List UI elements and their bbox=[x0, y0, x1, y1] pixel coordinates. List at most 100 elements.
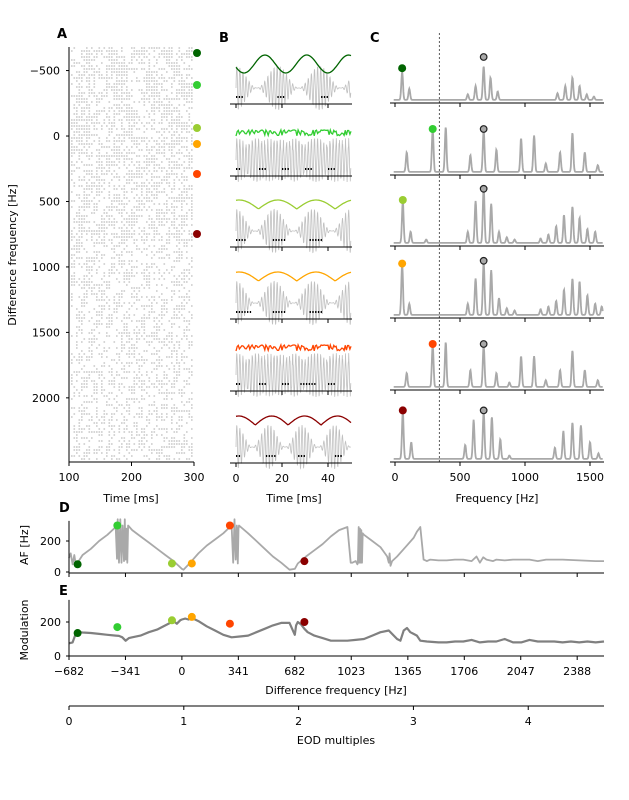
b-spike bbox=[314, 383, 316, 385]
b-spike bbox=[317, 311, 320, 313]
c-x-tick-label: 1500 bbox=[576, 471, 604, 484]
c-spectrum-line bbox=[393, 411, 603, 460]
b-spike bbox=[275, 311, 277, 313]
b-spike bbox=[259, 168, 261, 170]
panel-e-y-tick-label: 200 bbox=[40, 616, 61, 629]
b-spike bbox=[340, 455, 342, 457]
panel-label-c: C bbox=[370, 31, 380, 46]
spike-raster bbox=[71, 47, 193, 460]
b-spike bbox=[241, 311, 243, 313]
c-row bbox=[390, 176, 604, 250]
raster-marker bbox=[193, 230, 201, 238]
b-row bbox=[230, 199, 352, 254]
panel-e-x-tick-label: 0 bbox=[178, 665, 185, 678]
panel-d-marker bbox=[300, 557, 309, 566]
b-spike bbox=[287, 168, 289, 170]
b-x-tick-label: 20 bbox=[275, 472, 289, 485]
b-signal-trace bbox=[235, 424, 351, 470]
eod-tick-label: 4 bbox=[525, 715, 532, 728]
b-spike bbox=[311, 383, 313, 385]
panel-d-marker bbox=[187, 559, 196, 568]
e-y-label: Modulation bbox=[18, 599, 31, 660]
b-spike bbox=[300, 383, 302, 385]
a-y-tick-label: −500 bbox=[30, 65, 60, 78]
b-spike bbox=[309, 311, 311, 313]
b-spike bbox=[315, 239, 317, 241]
b-envelope-line bbox=[235, 342, 352, 353]
panel-e-marker bbox=[167, 616, 176, 625]
b-spike bbox=[236, 383, 238, 385]
panel-e-marker bbox=[300, 618, 309, 626]
e-x-label: Difference frequency [Hz] bbox=[265, 684, 407, 697]
eod-tick-label: 2 bbox=[295, 715, 302, 728]
b-spike bbox=[284, 168, 287, 170]
b-spike bbox=[264, 383, 266, 385]
panel-d-y-tick-label: 0 bbox=[54, 566, 61, 579]
b-spike bbox=[312, 239, 314, 241]
b-envelope-line bbox=[235, 54, 352, 74]
b-spike bbox=[303, 455, 305, 457]
b-spike bbox=[274, 455, 276, 457]
b-spike bbox=[333, 383, 335, 385]
b-spike bbox=[287, 383, 289, 385]
panel-e-x-tick-label: 1365 bbox=[394, 665, 422, 678]
panel-d-marker bbox=[113, 521, 122, 530]
panel-e-x-tick-label: 2388 bbox=[563, 665, 591, 678]
panel-label-b: B bbox=[219, 31, 229, 46]
b-x-tick-label: 0 bbox=[233, 472, 240, 485]
b-envelope-line bbox=[235, 199, 352, 210]
c-spectrum-line bbox=[393, 187, 603, 244]
panel-e-marker bbox=[225, 619, 234, 628]
b-spike bbox=[312, 311, 314, 313]
panel-e-x-tick-label: −682 bbox=[54, 665, 84, 678]
c-df-marker bbox=[398, 406, 407, 415]
a-y-tick-label: 1500 bbox=[32, 326, 60, 339]
b-spike bbox=[308, 383, 310, 385]
panel-e-x-tick-label: 2047 bbox=[507, 665, 535, 678]
b-spike bbox=[238, 311, 241, 313]
b-spike bbox=[333, 168, 335, 170]
c-spectrum-line bbox=[393, 66, 603, 101]
b-signal-trace bbox=[235, 280, 352, 326]
a-y-tick-label: 2000 bbox=[32, 392, 60, 405]
b-row bbox=[230, 127, 352, 183]
b-spike bbox=[300, 455, 303, 457]
a-y-tick-label: 500 bbox=[39, 195, 60, 208]
panel-e-marker bbox=[187, 612, 196, 621]
b-row bbox=[230, 271, 352, 326]
b-envelope-line bbox=[235, 127, 352, 138]
eod-x-label: EOD multiples bbox=[297, 734, 375, 747]
b-spike bbox=[280, 96, 282, 98]
b-spike bbox=[283, 311, 286, 313]
raster-markers bbox=[193, 49, 201, 238]
panel-d-line bbox=[68, 518, 604, 571]
panel-b-signals: 0 20 40 bbox=[230, 54, 352, 485]
raster-marker bbox=[193, 124, 201, 132]
panel-e-marker bbox=[113, 623, 122, 632]
b-spike bbox=[282, 168, 284, 170]
c-row bbox=[390, 33, 604, 107]
c-df-marker bbox=[428, 125, 437, 133]
raster-marker bbox=[193, 49, 201, 57]
b-spike bbox=[261, 383, 264, 385]
b-row bbox=[230, 342, 352, 398]
panel-d-y-tick-label: 200 bbox=[40, 535, 61, 548]
c-reference-marker bbox=[479, 125, 488, 133]
panel-d-marker bbox=[225, 521, 234, 530]
b-spike bbox=[244, 239, 246, 241]
b-spike bbox=[323, 96, 326, 98]
b-spike bbox=[247, 311, 249, 313]
a-y-tick-label: 1000 bbox=[32, 261, 60, 274]
c-spectrum-line bbox=[393, 262, 604, 316]
b-spike bbox=[238, 96, 241, 98]
panel-e-x-tick-label: 1706 bbox=[450, 665, 478, 678]
b-spike bbox=[326, 96, 328, 98]
c-row bbox=[390, 320, 604, 394]
c-reference-marker bbox=[479, 256, 488, 265]
b-spike bbox=[305, 383, 308, 385]
panel-e-x-tick-label: 341 bbox=[228, 665, 249, 678]
panel-e-x-tick-label: 1023 bbox=[337, 665, 365, 678]
b-spike bbox=[309, 239, 311, 241]
b-spike bbox=[236, 455, 238, 457]
c-reference-marker bbox=[479, 340, 488, 348]
